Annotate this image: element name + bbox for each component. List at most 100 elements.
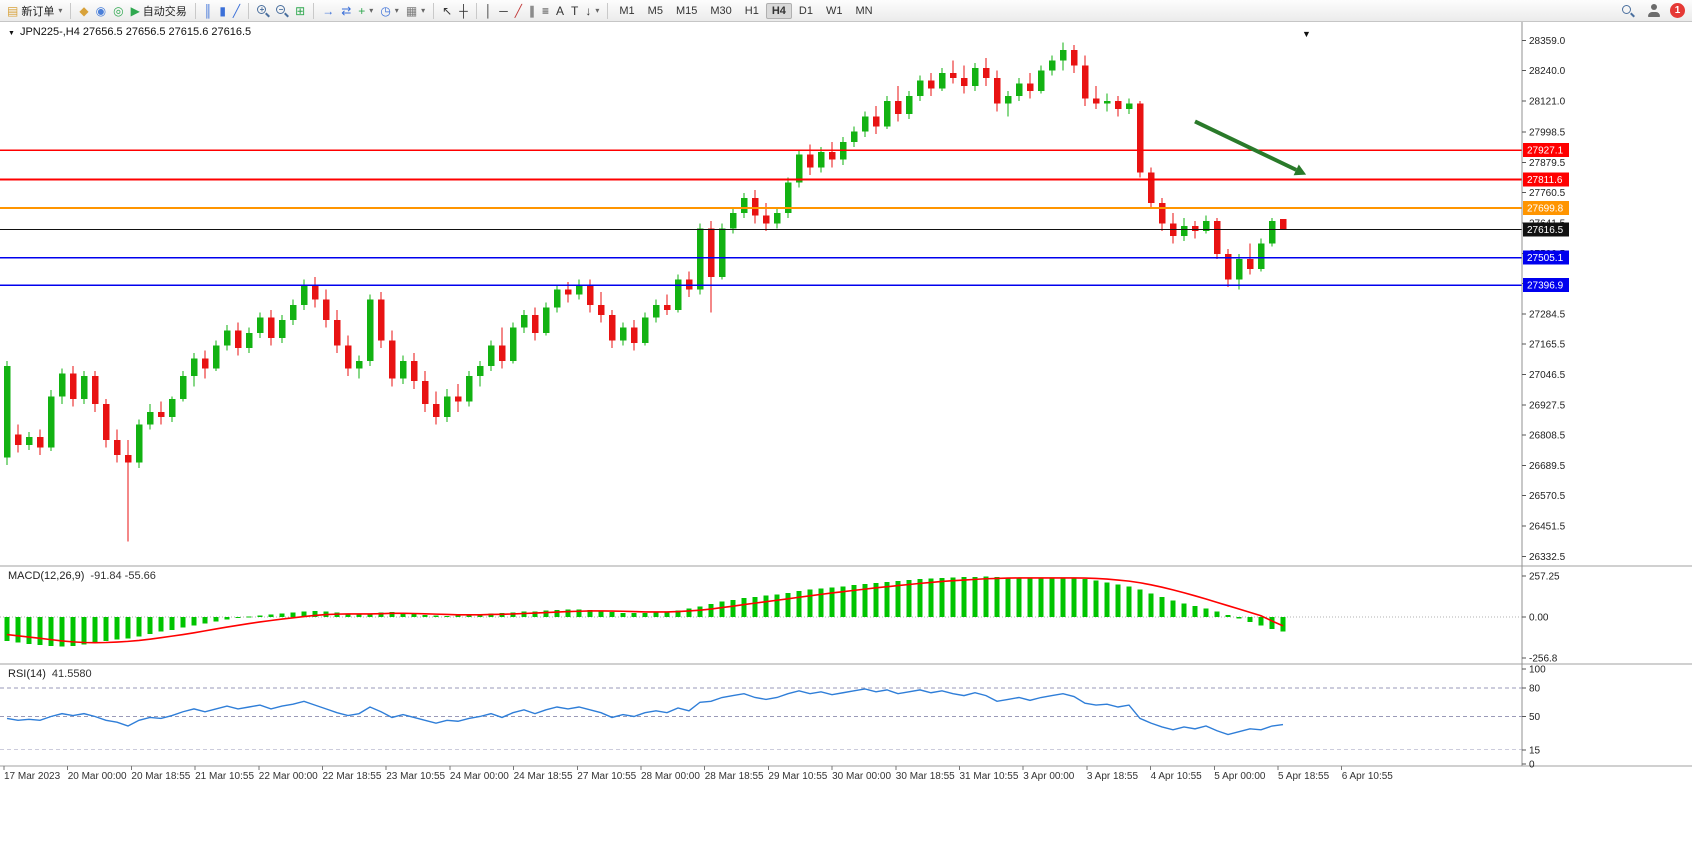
timeframe-h4[interactable]: H4 (765, 2, 792, 19)
svg-text:15: 15 (1529, 745, 1541, 756)
community-icon[interactable]: ◎ (113, 3, 124, 18)
tile-windows-icon[interactable]: ⊞ (295, 3, 306, 18)
svg-text:27046.5: 27046.5 (1529, 370, 1566, 381)
user-icon[interactable] (1644, 2, 1663, 20)
svg-text:5 Apr 00:00: 5 Apr 00:00 (1214, 771, 1266, 782)
macd-values: -91.84 -55.66 (90, 570, 156, 582)
svg-text:27396.9: 27396.9 (1527, 281, 1564, 292)
timeframe-h1[interactable]: H1 (744, 4, 759, 17)
horizontal-lines[interactable] (0, 149, 1522, 287)
svg-text:27505.1: 27505.1 (1527, 253, 1564, 264)
profile-icon[interactable]: ◉ (95, 3, 107, 18)
label-icon[interactable]: T (571, 3, 579, 18)
text-icon[interactable]: A (556, 3, 565, 18)
bar-chart-icon[interactable]: ║ (203, 3, 213, 18)
svg-text:30 Mar 18:55: 30 Mar 18:55 (896, 771, 955, 782)
indicators-button[interactable]: + ▾ (358, 3, 374, 18)
timeframe-m1[interactable]: M1 (619, 4, 635, 17)
new-order-button[interactable]: ▤ 新订单 ▾ (7, 3, 63, 18)
svg-text:21 Mar 10:55: 21 Mar 10:55 (195, 771, 254, 782)
toolbar: ▤ 新订单 ▾ ◆ ◉ ◎ ▶ 自动交易 ║ ▮ ╱ + − ⊞ → ⇄ + ▾ ◷ ▾ ▦ ▾ ↖ ┼ │ ─ ╱ ∥ ≡ A T ↓ ▾ M1… (0, 0, 1692, 22)
timeframe-m5[interactable]: M5 (647, 4, 663, 17)
collapse-triangle-icon[interactable] (8, 26, 15, 38)
svg-text:26570.5: 26570.5 (1529, 491, 1566, 502)
svg-text:27879.5: 27879.5 (1529, 158, 1566, 169)
svg-text:3 Apr 18:55: 3 Apr 18:55 (1087, 771, 1139, 782)
candlestick-chart-icon[interactable]: ▮ (219, 3, 226, 18)
horizontal-line-icon[interactable]: ─ (499, 3, 508, 18)
rsi-line (6, 688, 1284, 736)
svg-text:0: 0 (1529, 760, 1535, 771)
toolbar-separator (194, 2, 196, 19)
timeframe-d1[interactable]: D1 (798, 4, 813, 17)
cursor-icon[interactable]: ↖ (442, 3, 453, 18)
rsi-label: RSI(14) 41.5580 (8, 668, 92, 680)
svg-text:22 Mar 18:55: 22 Mar 18:55 (323, 771, 382, 782)
candlestick-series (4, 42, 1287, 542)
svg-text:28 Mar 00:00: 28 Mar 00:00 (641, 771, 700, 782)
chart-canvas[interactable]: 28359.0 28240.0 28121.0 27998.5 27879.5 27760… (0, 22, 1692, 848)
svg-text:26689.5: 26689.5 (1529, 461, 1566, 472)
fibonacci-icon[interactable]: ≡ (542, 3, 550, 18)
svg-text:257.25: 257.25 (1529, 572, 1560, 583)
auto-scroll-icon[interactable]: → (322, 3, 335, 18)
svg-text:31 Mar 10:55: 31 Mar 10:55 (960, 771, 1019, 782)
line-chart-icon[interactable]: ╱ (232, 3, 241, 18)
chart-shift-icon[interactable]: ⇄ (341, 3, 352, 18)
timeframe-m30[interactable]: M30 (710, 4, 732, 17)
svg-text:26927.5: 26927.5 (1529, 400, 1566, 411)
svg-text:3 Apr 00:00: 3 Apr 00:00 (1023, 771, 1075, 782)
chart-area: 28359.0 28240.0 28121.0 27998.5 27879.5 27760… (0, 22, 1692, 848)
timeframe-w1[interactable]: W1 (825, 4, 843, 17)
svg-text:26332.5: 26332.5 (1529, 552, 1566, 563)
svg-text:27699.8: 27699.8 (1527, 204, 1564, 215)
vertical-line-icon[interactable]: │ (484, 3, 493, 18)
svg-text:50: 50 (1529, 712, 1541, 723)
zoom-in-icon[interactable]: + (254, 2, 272, 20)
periods-button[interactable]: ◷ ▾ (380, 3, 399, 18)
svg-text:26451.5: 26451.5 (1529, 521, 1566, 532)
svg-text:-256.8: -256.8 (1529, 653, 1558, 664)
svg-text:24 Mar 18:55: 24 Mar 18:55 (514, 771, 573, 782)
channel-icon[interactable]: ∥ (529, 3, 535, 18)
macd-name: MACD(12,26,9) (8, 570, 85, 582)
toolbar-separator (607, 2, 609, 19)
svg-text:100: 100 (1529, 665, 1546, 676)
svg-text:6 Apr 10:55: 6 Apr 10:55 (1342, 771, 1394, 782)
timeframe-m15[interactable]: M15 (675, 4, 698, 17)
svg-text:28121.0: 28121.0 (1529, 96, 1566, 107)
price-labels[interactable]: 27927.1 27811.6 27699.8 27505.1 27396.9 27616… (1523, 143, 1569, 293)
svg-text:27927.1: 27927.1 (1527, 146, 1564, 157)
svg-text:24 Mar 00:00: 24 Mar 00:00 (450, 771, 509, 782)
macd-signal-line (6, 577, 1284, 644)
price-axis[interactable]: 28359.0 28240.0 28121.0 27998.5 27879.5 27760… (1522, 36, 1566, 563)
search-icon[interactable] (1619, 2, 1637, 20)
dropdown-arrow-icon[interactable] (1302, 24, 1311, 42)
chart-title: JPN225-,H4 27656.5 27656.5 27615.6 27616… (8, 26, 251, 38)
svg-text:4 Apr 10:55: 4 Apr 10:55 (1151, 771, 1203, 782)
trendline-icon[interactable]: ╱ (514, 3, 522, 18)
market-watch-icon[interactable]: ◆ (79, 3, 89, 18)
crosshair-icon[interactable]: ┼ (459, 3, 468, 18)
svg-text:5 Apr 18:55: 5 Apr 18:55 (1278, 771, 1330, 782)
time-axis[interactable]: 17 Mar 2023 20 Mar 00:00 20 Mar 18:55 21 Ma… (3, 766, 1394, 782)
svg-text:27998.5: 27998.5 (1529, 128, 1566, 139)
svg-text:30 Mar 00:00: 30 Mar 00:00 (832, 771, 891, 782)
svg-text:27811.6: 27811.6 (1527, 175, 1563, 186)
timeframe-mn[interactable]: MN (855, 4, 873, 17)
svg-text:22 Mar 00:00: 22 Mar 00:00 (259, 771, 318, 782)
svg-text:20 Mar 18:55: 20 Mar 18:55 (131, 771, 190, 782)
toolbar-separator (70, 2, 72, 19)
zoom-out-icon[interactable]: − (273, 2, 291, 20)
svg-text:27 Mar 10:55: 27 Mar 10:55 (577, 771, 636, 782)
trend-arrow[interactable] (1194, 119, 1307, 176)
autotrading-button[interactable]: ▶ 自动交易 (130, 3, 187, 18)
toolbar-separator (433, 2, 435, 19)
svg-text:17 Mar 2023: 17 Mar 2023 (4, 771, 61, 782)
notification-badge[interactable]: 1 (1670, 3, 1685, 18)
svg-text:20 Mar 00:00: 20 Mar 00:00 (68, 771, 127, 782)
svg-text:23 Mar 10:55: 23 Mar 10:55 (386, 771, 445, 782)
templates-button[interactable]: ▦ ▾ (405, 3, 426, 18)
arrows-button[interactable]: ↓ ▾ (585, 3, 600, 18)
